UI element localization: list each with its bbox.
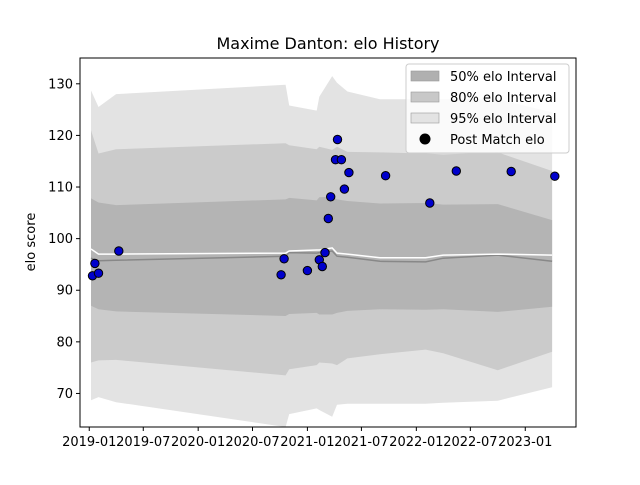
x-tick-label-8: 2022-07 (443, 435, 497, 450)
post-match-point-10 (320, 247, 330, 258)
legend-label-3: 95% elo Interval (450, 112, 557, 127)
x-tick-label-2: 2019-07 (116, 435, 170, 450)
x-tick-label-4: 2020-07 (225, 435, 279, 450)
y-axis-label: elo score (24, 213, 39, 272)
y-tick-label-5: 110 (48, 181, 73, 196)
y-tick-label-7: 130 (48, 77, 73, 92)
post-match-point-9 (317, 261, 327, 272)
legend-marker-4 (419, 133, 431, 145)
y-tick-label-1: 70 (56, 387, 73, 402)
post-match-point-17 (344, 167, 354, 178)
post-match-point-14 (332, 134, 343, 145)
post-match-point-11 (323, 213, 333, 224)
legend-swatch-2 (410, 91, 440, 103)
x-tick-label-3: 2020-01 (171, 435, 225, 450)
post-match-points (87, 134, 560, 281)
mean-elo-line (90, 250, 553, 263)
post-match-point-7 (302, 265, 313, 276)
legend-box (405, 63, 570, 154)
x-tick-label-6: 2021-07 (334, 435, 388, 450)
post-match-point-3 (93, 268, 104, 278)
chart-legend: 50% elo Interval 80% elo Interval 95% elo … (405, 63, 570, 154)
post-match-point-2 (90, 258, 100, 269)
post-match-point-6 (279, 254, 289, 264)
mean-lines (90, 247, 553, 263)
legend-label-4: Post Match elo (450, 133, 545, 148)
post-match-mean-line (90, 247, 553, 259)
legend-label-2: 80% elo Interval (450, 91, 557, 106)
post-match-point-5 (276, 270, 286, 280)
post-match-point-15 (336, 155, 347, 165)
y-tick-label-4: 100 (48, 232, 73, 247)
post-match-point-18 (380, 171, 391, 181)
legend-swatch-3 (410, 112, 440, 124)
post-match-point-22 (550, 171, 560, 181)
x-axis-ticks: 2019-01 2019-07 2020-01 2020-07 2021-01 2021-… (62, 427, 552, 450)
axes-frame (79, 57, 577, 428)
post-match-point-16 (339, 184, 350, 194)
chart-title: Maxime Danton: elo History (216, 34, 439, 53)
x-tick-label-7: 2022-01 (389, 435, 443, 450)
post-match-point-19 (425, 198, 435, 208)
legend-swatch-1 (410, 70, 440, 82)
legend-label-1: 50% elo Interval (450, 70, 557, 85)
y-tick-label-6: 120 (48, 129, 73, 144)
y-tick-label-3: 90 (56, 284, 73, 299)
x-tick-label-5: 2021-01 (280, 435, 334, 450)
x-tick-label-1: 2019-01 (62, 435, 116, 450)
x-tick-label-9: 2023-01 (498, 435, 552, 450)
y-tick-label-2: 80 (56, 335, 73, 350)
post-match-point-4 (114, 246, 124, 256)
post-match-point-12 (326, 192, 336, 202)
y-axis-ticks: 70 80 90 100 110 120 130 (48, 77, 80, 402)
post-match-point-21 (506, 166, 516, 177)
post-match-point-20 (451, 166, 461, 176)
